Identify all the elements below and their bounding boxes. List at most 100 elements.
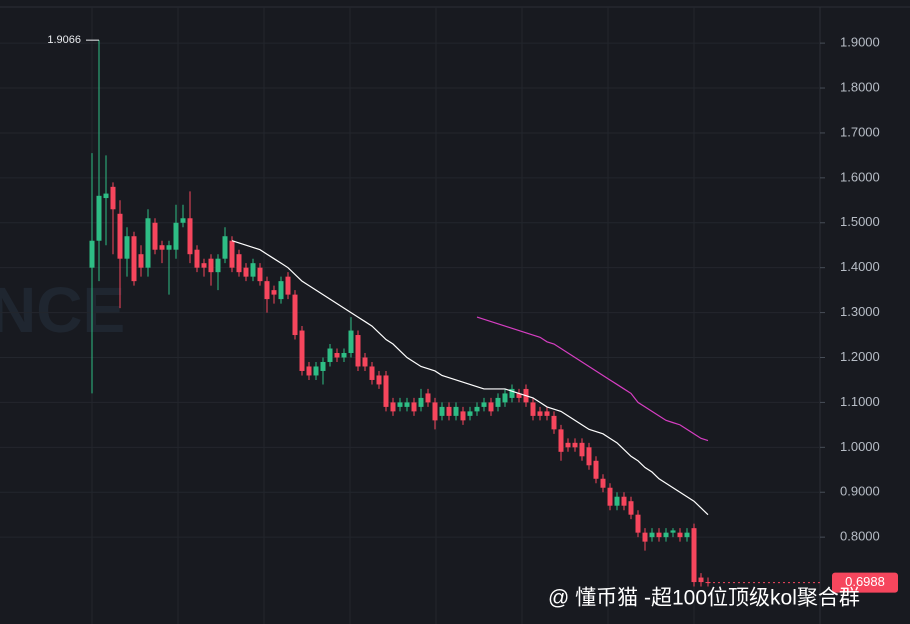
candle-body [593,460,599,479]
candle-body [89,240,95,268]
y-tick-label: 1.9000 [840,35,880,50]
high-label: 1.9066 [47,34,81,46]
ma-line [476,316,709,442]
candle-body [404,402,410,407]
candle-body [656,532,662,538]
ma-line [231,240,709,516]
candle-body [481,402,487,407]
candle-body [320,361,326,371]
candle-body [558,429,564,452]
candle-body [390,402,396,412]
candle-body [649,532,655,538]
candle-body [341,353,347,358]
candle-body [215,258,221,273]
candle-body [306,366,312,376]
watermark-text: @ 懂币猫 -超100位顶级kol聚合群 [548,587,860,610]
y-tick-label: 1.2000 [840,349,880,364]
candle-body [152,222,158,250]
candle-body [243,267,249,277]
candle-body [467,411,473,416]
candle-body [600,478,606,488]
candle-body [117,213,123,259]
candle-body [369,366,375,380]
v-grid [91,7,695,624]
candle-body [292,294,298,336]
candle-body [327,348,333,362]
y-tick-label: 1.8000 [840,79,880,94]
candle-body [383,375,389,407]
candle-body [173,222,179,250]
candle-body [278,281,284,300]
candle-body [439,406,445,416]
candle-body [530,402,536,416]
candle-body [551,415,557,430]
y-tick-label: 1.4000 [840,259,880,274]
candle-body [635,514,641,533]
candle-body [397,402,403,407]
candle-body [250,263,256,277]
candle-body [159,245,165,250]
candle-body [299,330,305,371]
y-tick-label: 1.7000 [840,124,880,139]
candle-body [488,402,494,412]
candle-body [446,406,452,416]
candle-body [180,218,186,223]
last-price-tag [832,572,898,593]
candle-body [355,335,361,367]
candle-body [544,411,550,416]
y-tick-label: 1.3000 [840,304,880,319]
candle-body [236,254,242,273]
candle-body [495,397,501,407]
candle-body [362,357,368,367]
candle-body [194,249,200,268]
candle-body [453,406,459,416]
y-tick-label: 1.0000 [840,439,880,454]
candle-body [565,442,571,448]
candle-body [285,276,291,295]
candle-body [579,442,585,457]
y-tick-label: 1.5000 [840,214,880,229]
candle-body [96,195,102,241]
candle-body [124,236,130,259]
candle-body [474,406,480,412]
candle-body [257,267,263,282]
candle-body [103,193,109,199]
watermark-logo: NCE [0,274,125,346]
candle-body [516,393,522,398]
candle-body [425,393,431,403]
candle-body [264,281,270,300]
candle-body [376,375,382,385]
candle-body [502,393,508,403]
candle-body [222,236,228,259]
candle-body [684,532,690,538]
candle-body [187,218,193,255]
candle-body [691,528,697,583]
candle-body [271,290,277,295]
candle-body [432,402,438,421]
candle-body [110,186,116,210]
candle-body [628,501,634,515]
candle-body [663,532,669,538]
candle-body [460,411,466,421]
candle-body [677,532,683,538]
candle-body [572,442,578,448]
candle-body [509,388,515,398]
candle-body [348,330,354,354]
candle-body [607,487,613,506]
candle-body [229,240,235,268]
candle-body [642,532,648,542]
candle-body [411,402,417,412]
y-tick-label: 1.6000 [840,169,880,184]
candle-body [418,397,424,407]
candle-body [621,496,627,506]
candle-body [537,411,543,416]
candle-body [698,577,704,583]
candle-body [131,236,137,282]
candle-body [208,258,214,273]
candle-body [334,353,340,358]
candle-body [145,218,151,268]
y-tick-label: 0.8000 [840,529,880,544]
